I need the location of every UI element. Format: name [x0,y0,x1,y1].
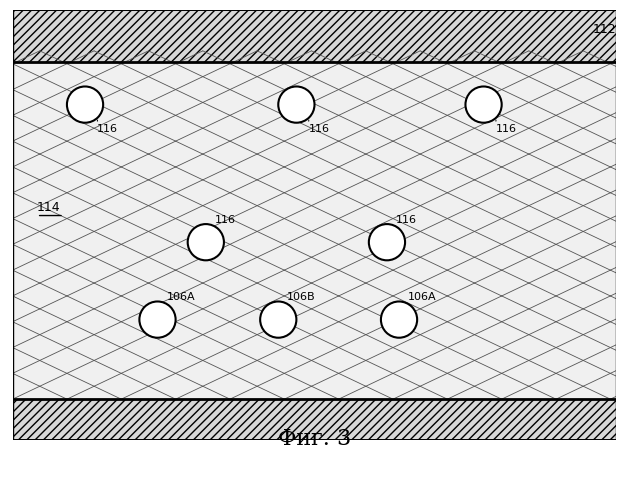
Ellipse shape [369,224,405,260]
Ellipse shape [187,224,224,260]
Text: 106B: 106B [287,292,316,302]
Text: 106A: 106A [408,292,437,302]
Text: Фиг. 3: Фиг. 3 [278,428,351,450]
Text: 116: 116 [496,124,516,134]
Text: 106A: 106A [167,292,195,302]
Bar [13,62,616,399]
Ellipse shape [381,302,417,338]
FancyBboxPatch shape [13,10,616,62]
Ellipse shape [465,86,502,122]
Ellipse shape [278,86,314,122]
Text: 116: 116 [215,215,236,225]
Bar [13,399,616,440]
Text: 116: 116 [308,124,330,134]
Text: 116: 116 [97,124,118,134]
Text: 112: 112 [593,23,616,36]
Ellipse shape [260,302,296,338]
Bar [13,10,616,62]
Text: 114: 114 [36,202,60,214]
Ellipse shape [140,302,175,338]
Ellipse shape [67,86,103,122]
Text: 116: 116 [396,215,417,225]
